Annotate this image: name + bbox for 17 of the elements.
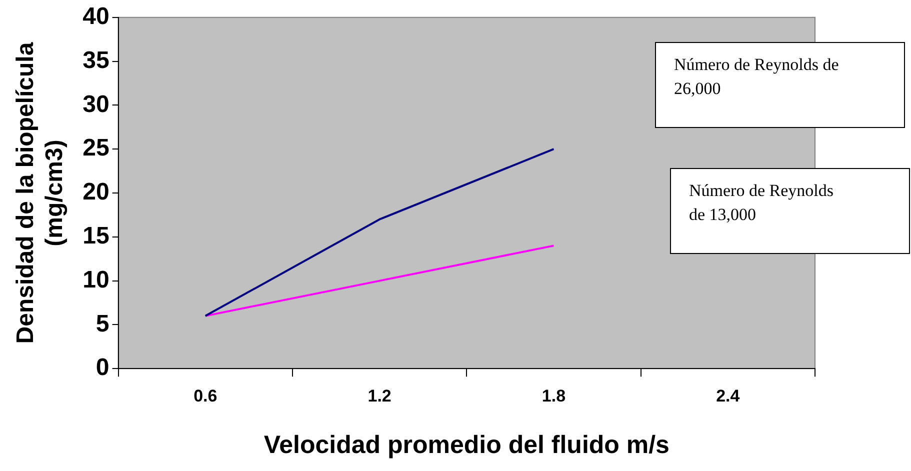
text-box: Número de Reynolds de 13,000 [670, 168, 910, 254]
y-axis-title: Densidad de la biopelícula (mg/cm3) [12, 42, 68, 344]
text-box: Número de Reynolds de 26,000 [655, 42, 905, 128]
y-tick-label: 35 [82, 46, 110, 74]
x-axis-title: Velocidad promedio del fluido m/s [264, 430, 670, 459]
y-tick-label: 30 [82, 90, 110, 118]
y-tick-label: 15 [82, 222, 110, 250]
x-tick-label: 1.8 [542, 386, 566, 406]
y-tick-label: 20 [82, 178, 110, 206]
y-tick-label: 10 [82, 266, 110, 294]
y-tick-label: 5 [96, 310, 110, 338]
y-tick-label: 0 [96, 354, 110, 382]
y-tick-label: 40 [82, 3, 110, 30]
x-tick-label: 1.2 [368, 386, 392, 406]
x-tick-label: 0.6 [194, 386, 218, 406]
x-tick-label: 2.4 [716, 386, 740, 406]
y-tick-label: 25 [82, 134, 110, 162]
